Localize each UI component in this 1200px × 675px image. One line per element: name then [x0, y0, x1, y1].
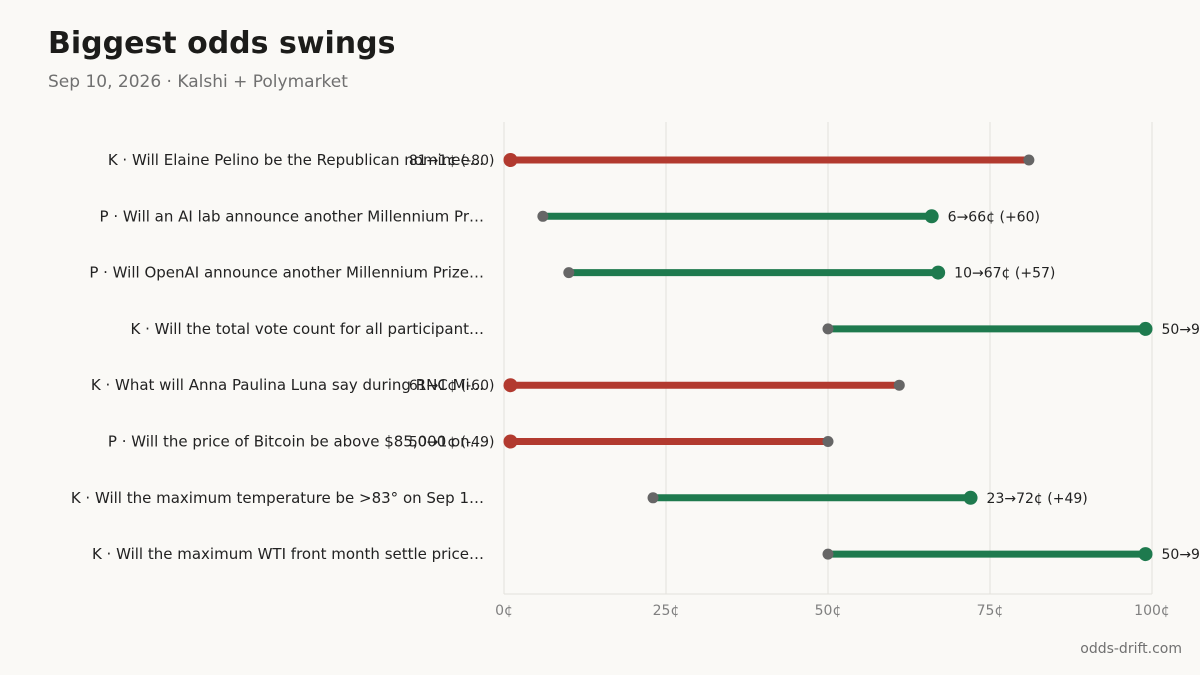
value-label: 61→1¢ (-60): [409, 378, 495, 394]
end-point: [503, 153, 518, 167]
x-tick-label: 25¢: [653, 603, 680, 619]
end-point: [931, 265, 946, 280]
chart-subtitle: Sep 10, 2026 · Kalshi + Polymarket: [48, 72, 348, 92]
value-label: 23→72¢ (+49): [987, 491, 1088, 507]
start-point: [647, 492, 659, 504]
value-label: 50→1¢ (-49): [409, 435, 495, 451]
market-label: P · Will the price of Bitcoin be above $…: [108, 433, 484, 451]
start-point: [537, 210, 549, 222]
start-point: [822, 436, 834, 447]
start-point: [563, 267, 575, 279]
start-point: [893, 379, 905, 391]
start-point: [822, 323, 834, 335]
value-label: 81→1¢ (-80): [409, 153, 495, 169]
end-point: [924, 209, 939, 224]
market-label: K · Will the maximum WTI front month set…: [92, 545, 484, 563]
start-point: [822, 548, 834, 560]
source-credit: odds-drift.com: [1080, 641, 1182, 657]
value-label: 6→66¢ (+60): [948, 209, 1040, 225]
market-label: K · Will Elaine Pelino be the Republican…: [108, 151, 484, 169]
end-point: [963, 490, 978, 505]
market-label: P · Will OpenAI announce another Millenn…: [89, 264, 484, 282]
end-point: [503, 378, 518, 393]
x-tick-label: 100¢: [1134, 603, 1170, 619]
chart-title: Biggest odds swings: [48, 26, 396, 61]
x-tick-label: 75¢: [977, 603, 1004, 619]
market-label: P · Will an AI lab announce another Mill…: [100, 207, 484, 225]
market-label: K · Will the maximum temperature be >83°…: [71, 489, 484, 507]
end-point: [1138, 321, 1153, 336]
value-label: 10→67¢ (+57): [954, 266, 1055, 282]
start-point: [1023, 154, 1035, 166]
market-label: K · Will the total vote count for all pa…: [130, 320, 484, 338]
x-tick-label: 50¢: [815, 603, 842, 619]
market-label: K · What will Anna Paulina Luna say duri…: [91, 376, 484, 394]
end-point: [503, 434, 518, 449]
end-point: [1138, 547, 1153, 562]
value-label: 50→99¢ (+49): [1162, 322, 1200, 338]
value-label: 50→99¢ (+49): [1162, 547, 1200, 563]
x-tick-label: 0¢: [495, 603, 513, 619]
